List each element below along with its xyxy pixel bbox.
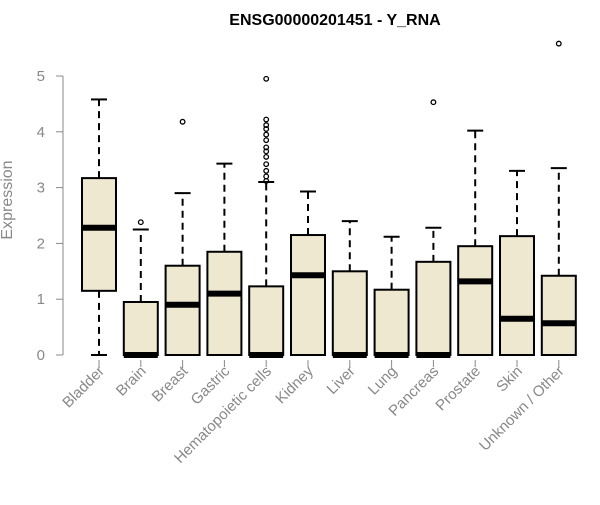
- box-liver: [331, 220, 368, 358]
- outlier-point: [263, 167, 270, 174]
- box-iqr: [373, 288, 410, 356]
- box-bladder: [81, 98, 117, 356]
- outlier-point: [263, 75, 270, 82]
- outlier-point: [555, 40, 562, 47]
- box-iqr: [122, 300, 159, 356]
- x-tick-label: Kidney: [272, 362, 317, 407]
- outlier-point: [263, 131, 270, 138]
- box-iqr: [540, 274, 577, 357]
- outlier-point: [137, 219, 144, 226]
- x-tick-label: Bladder: [59, 363, 108, 412]
- box-iqr: [331, 270, 368, 356]
- box-iqr: [81, 177, 117, 292]
- box-gastric: [206, 162, 243, 357]
- x-tick-label: Brain: [113, 363, 150, 400]
- outlier-point: [263, 144, 270, 151]
- box-iqr: [415, 260, 452, 356]
- box-iqr: [457, 245, 494, 356]
- box-iqr: [164, 264, 201, 356]
- box-hematopoietic-cells: [248, 75, 285, 358]
- x-tick-label: Liver: [324, 363, 359, 398]
- box-iqr: [248, 285, 285, 356]
- outlier-point: [263, 148, 270, 155]
- box-prostate: [457, 129, 494, 356]
- box-pancreas: [415, 99, 452, 358]
- outlier-point: [263, 122, 270, 129]
- box-breast: [164, 118, 201, 356]
- outlier-point: [430, 99, 437, 106]
- y-tick-label: 0: [37, 347, 45, 364]
- chart-title: ENSG00000201451 - Y_RNA: [229, 12, 441, 29]
- outlier-point: [263, 126, 270, 132]
- box-brain: [122, 219, 159, 358]
- y-tick-label: 4: [37, 124, 45, 141]
- outlier-point: [179, 118, 186, 125]
- y-tick-label: 3: [37, 180, 45, 197]
- x-tick-label: Lung: [365, 363, 401, 399]
- outlier-point: [263, 137, 270, 144]
- x-tick-label: Skin: [493, 363, 526, 396]
- y-tick-label: 2: [37, 235, 45, 252]
- outlier-point: [263, 173, 270, 180]
- box-unknown-other: [540, 40, 577, 357]
- box-iqr: [290, 234, 326, 356]
- box-iqr: [499, 235, 535, 356]
- y-axis: 0 1 2 3 4 5: [37, 68, 64, 364]
- y-tick-label: 1: [37, 291, 45, 308]
- box-series: [81, 40, 577, 358]
- box-iqr: [206, 250, 243, 357]
- y-tick-label: 5: [37, 68, 45, 85]
- x-tick-label: Breast: [149, 362, 192, 405]
- box-lung: [373, 235, 410, 358]
- outlier-point: [263, 153, 270, 160]
- y-axis-label: Expression: [0, 160, 16, 239]
- box-skin: [499, 169, 535, 356]
- x-tick-label: Prostate: [432, 363, 484, 415]
- outlier-point: [263, 161, 270, 168]
- box-kidney: [290, 190, 326, 356]
- outlier-point: [263, 116, 270, 123]
